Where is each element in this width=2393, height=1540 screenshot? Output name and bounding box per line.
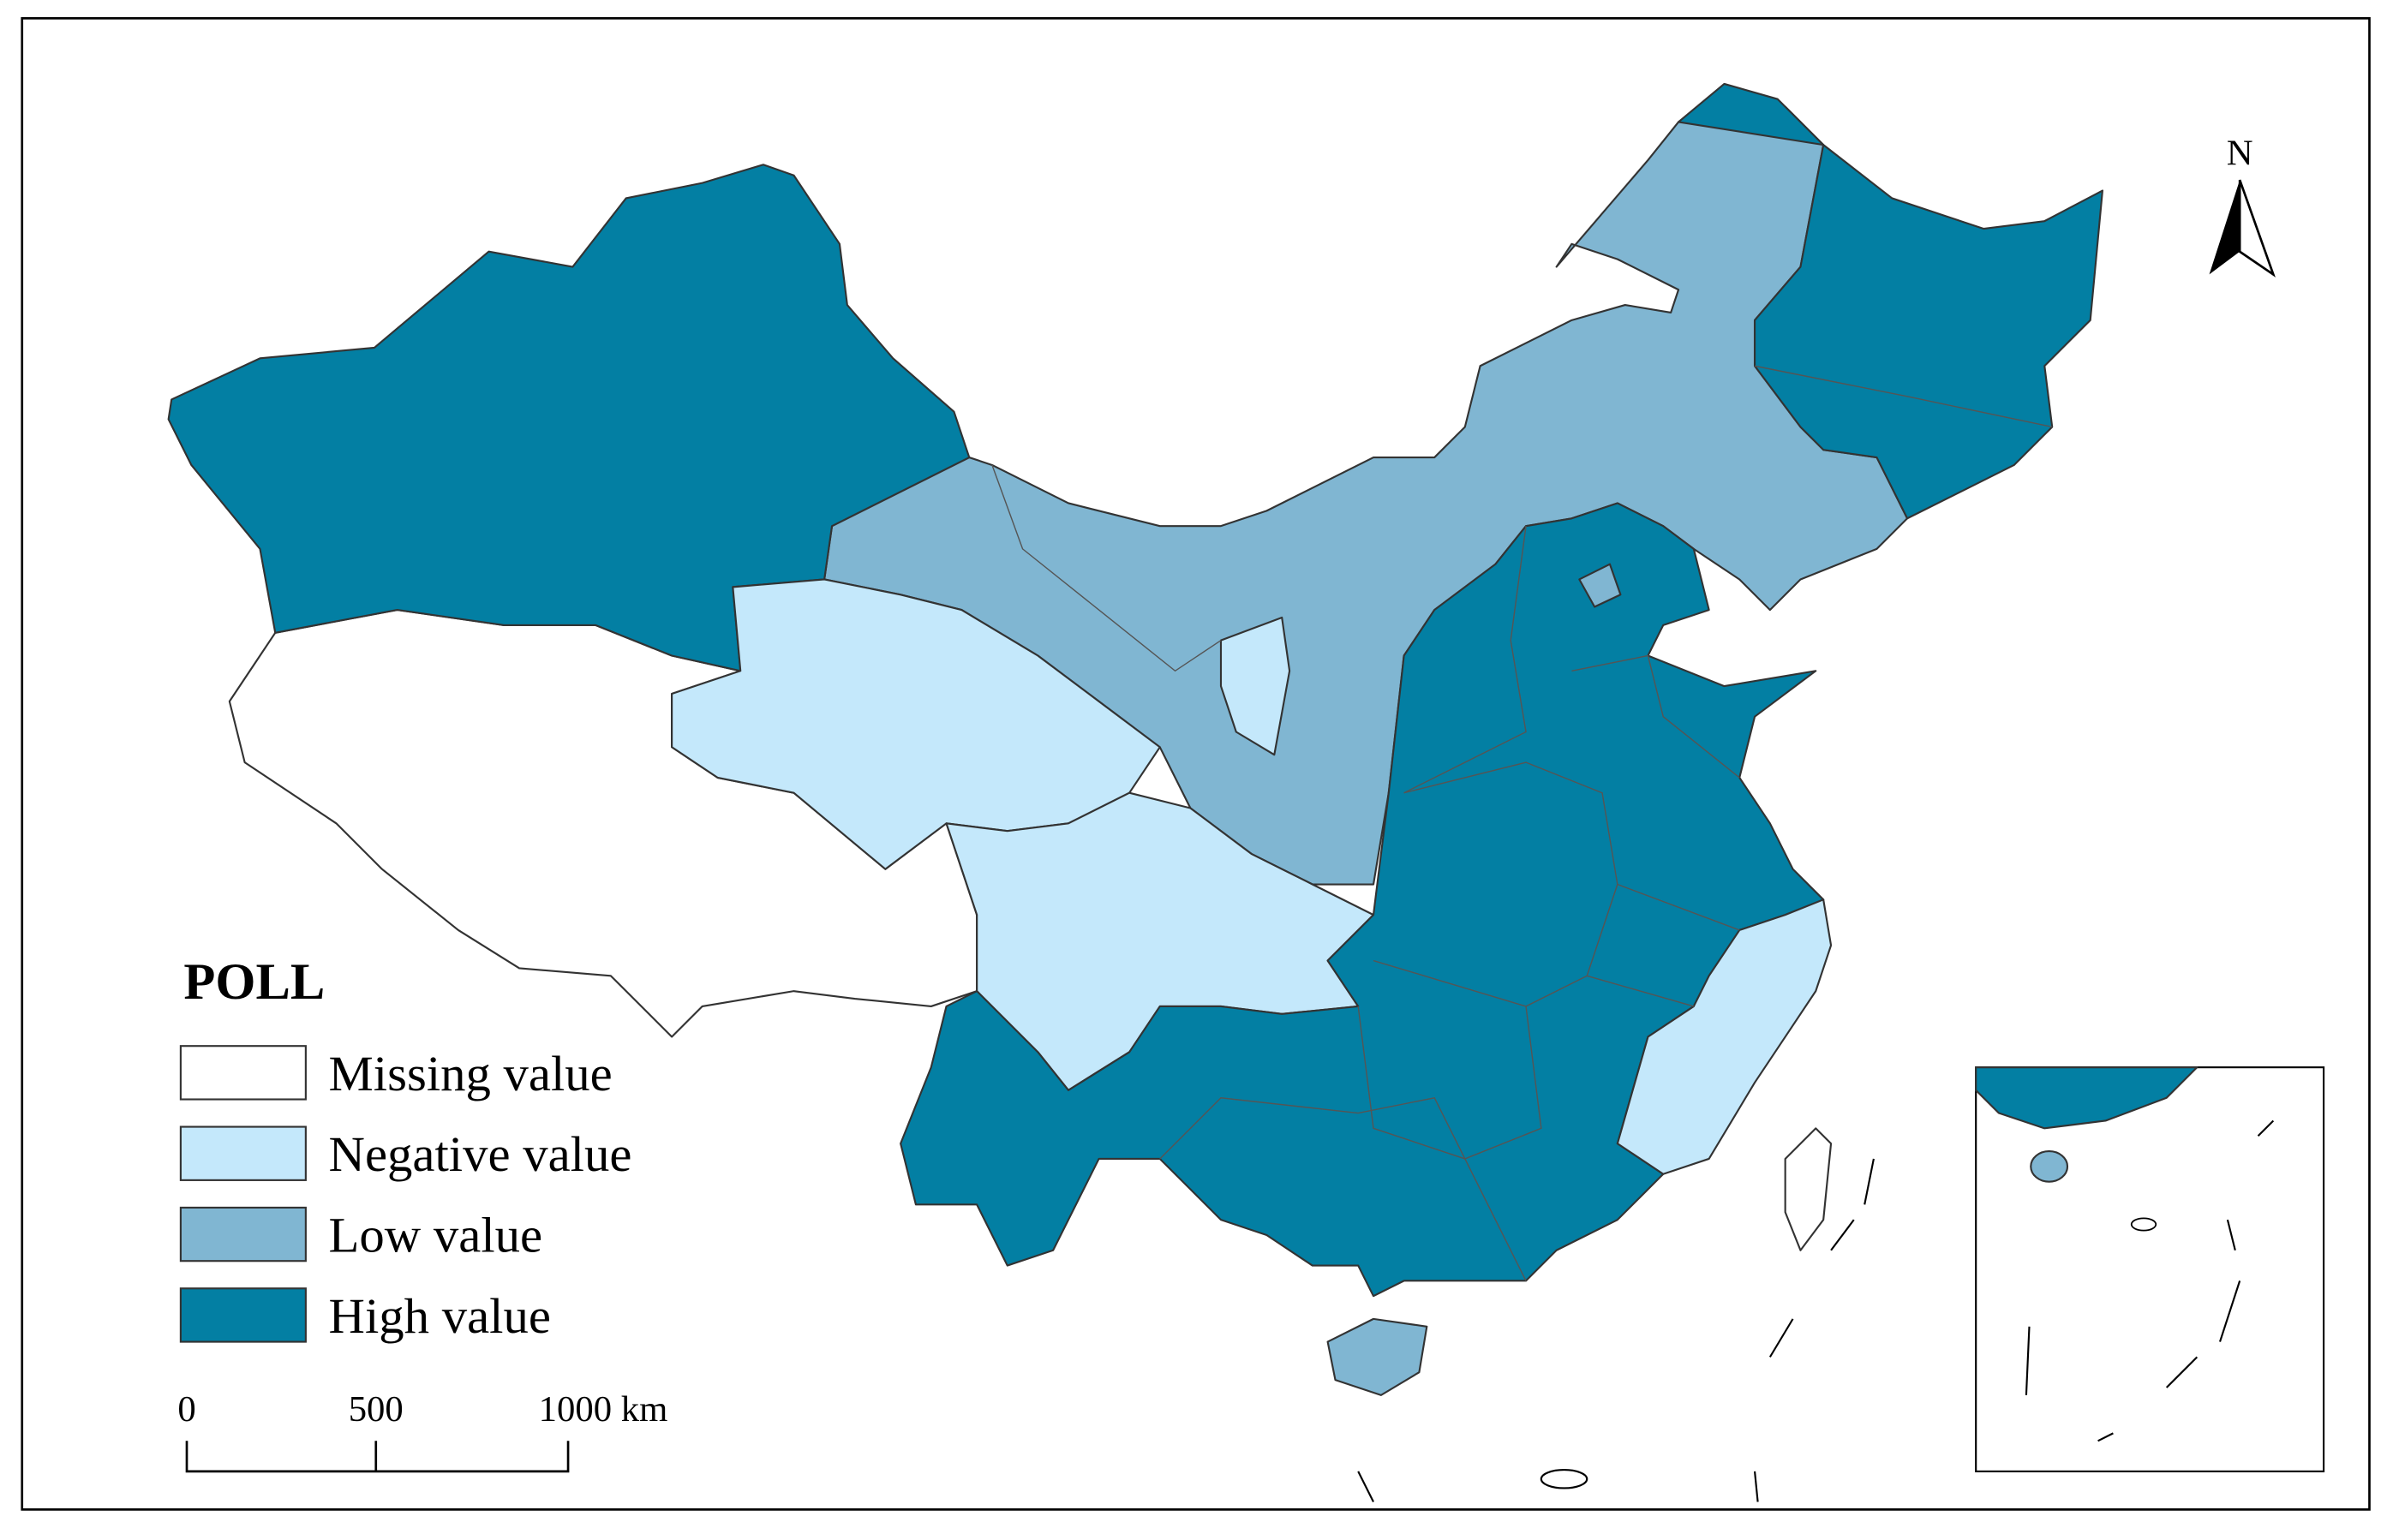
north-arrow-left (2209, 180, 2240, 275)
sea-boundary (1357, 1158, 1875, 1502)
border (1617, 883, 1740, 931)
region-negative (1219, 616, 1291, 756)
region-low (1578, 563, 1622, 608)
legend-label: Negative value (329, 1126, 632, 1182)
island (1540, 1469, 1588, 1489)
legend-label: Low value (329, 1208, 543, 1263)
islands (1357, 1158, 1875, 1502)
legend-swatch (179, 1206, 307, 1262)
border (1754, 365, 2053, 428)
north-label: N (2227, 133, 2253, 173)
legend-label: Missing value (329, 1046, 613, 1101)
border (1403, 526, 1527, 794)
north-arrow: N (2209, 133, 2276, 278)
region-high (167, 164, 971, 672)
inset-island (2130, 1217, 2157, 1232)
legend: POLL Missing value Negative value Low valu… (179, 953, 632, 1344)
legend-swatch (179, 1045, 307, 1101)
province-borders (991, 365, 2053, 1281)
border (1159, 1096, 1527, 1281)
regions (167, 82, 2104, 1396)
legend-swatch (179, 1125, 307, 1181)
legend-label: High value (329, 1288, 551, 1344)
border (1571, 654, 1740, 779)
inset-sea-boundary (2025, 1119, 2275, 1442)
inset-frame (1975, 1066, 2325, 1472)
region-negative (1616, 898, 1833, 1175)
inset-map (1975, 1066, 2325, 1472)
inset-region-high (1975, 1066, 2199, 1130)
scale-bar: 0 500 1000 km (177, 1389, 668, 1473)
region-low (1326, 1317, 1428, 1396)
region-high (900, 502, 1825, 1298)
border (1587, 975, 1695, 1007)
scale-bar-line (185, 1441, 570, 1473)
scale-label: 0 (177, 1389, 195, 1430)
scale-label: 500 (349, 1389, 404, 1430)
border (991, 464, 1222, 672)
region-high (1677, 82, 2104, 520)
inset-region-low (2030, 1149, 2069, 1183)
region-missing (1784, 1127, 1833, 1251)
north-arrow-right (2238, 179, 2276, 278)
scale-label: 1000 km (539, 1389, 668, 1430)
legend-title: POLL (183, 953, 325, 1011)
legend-swatch (179, 1287, 307, 1343)
